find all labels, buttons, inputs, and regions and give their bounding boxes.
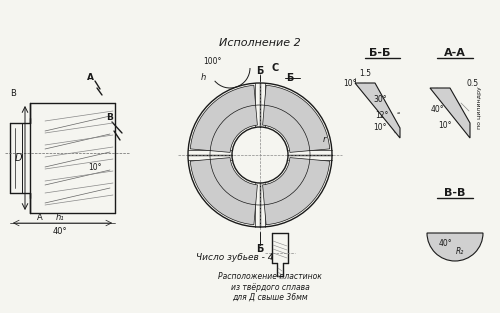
Text: 10°: 10° [343,79,357,88]
Text: Б: Б [256,66,264,76]
Text: 30°: 30° [373,95,387,105]
Text: 12°: 12° [376,111,388,121]
Text: Б: Б [286,73,294,83]
Text: A: A [86,74,94,83]
Text: r: r [322,136,326,145]
Text: 40°: 40° [52,227,68,235]
Text: С: С [272,63,278,73]
Text: 1.5: 1.5 [359,69,371,78]
Wedge shape [262,158,330,225]
Wedge shape [190,85,258,152]
Polygon shape [355,83,400,138]
Wedge shape [427,233,483,261]
Wedge shape [190,158,258,225]
Text: A: A [37,213,43,223]
Text: Б: Б [256,244,264,254]
Text: 40°: 40° [430,105,444,115]
Text: Исполнение 2: Исполнение 2 [219,38,301,48]
Text: 10°: 10° [88,163,102,172]
Text: Б-Б: Б-Б [370,48,390,58]
Text: B: B [10,89,16,98]
Text: R₂: R₂ [456,247,464,255]
Text: по цилиндру: по цилиндру [478,87,482,129]
Text: B: B [106,114,114,122]
Wedge shape [262,85,330,152]
Text: А-А: А-А [444,48,466,58]
Polygon shape [430,88,470,138]
Text: h: h [200,74,205,83]
Text: 100°: 100° [203,57,221,65]
Text: Число зубьев - 4: Число зубьев - 4 [196,253,274,261]
Text: Расположение пластинок
из твёрдого сплава
для Д свыше 36мм: Расположение пластинок из твёрдого сплав… [218,272,322,302]
Text: h₁: h₁ [56,213,64,223]
Text: D: D [14,153,22,163]
Text: 10°: 10° [438,121,452,131]
Text: 10°: 10° [373,124,387,132]
Text: 0.5: 0.5 [467,79,479,88]
Text: В-В: В-В [444,188,466,198]
Text: 40°: 40° [438,239,452,248]
